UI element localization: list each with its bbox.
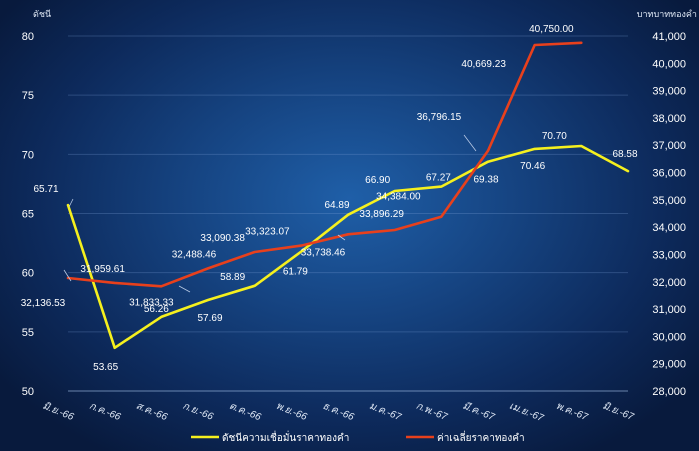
data-label-confidence-index: 57.69 [197,313,222,324]
data-label-average-price: 36,796.15 [417,112,462,123]
legend-label-average-price: ค่าเฉลี่ยราคาทองคำ [437,430,525,444]
leader-line [63,269,72,282]
right-tick-label: 41,000 [652,31,686,43]
left-tick-label: 70 [22,149,34,161]
leader-line [463,134,477,152]
right-tick-label: 29,000 [652,359,686,371]
leader-line [337,234,346,241]
data-label-average-price: 40,750.00 [529,24,574,35]
right-axis-title: บาทบาททองคำ [637,9,697,19]
x-tick-label: ม.ค.-67 [368,401,403,424]
left-axis: 50 55 60 65 70 75 80 [22,31,34,398]
gridlines [68,35,628,392]
data-label-confidence-index: 61.79 [283,266,308,277]
data-label-average-price: 33,323.07 [245,227,290,238]
left-tick-label: 75 [22,90,34,102]
legend: ดัชนีความเชื่อมั่นราคาทองคำ ค่าเฉลี่ยราค… [191,430,525,444]
x-tick-label: มิ.ย.-67 [601,400,636,423]
data-label-average-price: 31,833.33 [129,297,174,308]
right-tick-label: 31,000 [652,304,686,316]
data-label-confidence-index: 67.27 [426,173,451,184]
data-label-average-price: 31,959.61 [80,264,125,275]
right-tick-label: 34,000 [652,222,686,234]
x-tick-label: ก.พ.-67 [414,401,449,424]
x-tick-label: เม.ย.-67 [508,401,546,425]
left-tick-label: 65 [22,209,34,221]
x-tick-label: ธ.ค.-66 [321,401,356,424]
data-label-confidence-index: 68.58 [612,149,637,160]
right-tick-label: 30,000 [652,331,686,343]
right-tick-label: 37,000 [652,140,686,152]
right-tick-label: 36,000 [652,168,686,180]
leader-line [178,285,191,293]
right-tick-label: 35,000 [652,195,686,207]
left-tick-label: 50 [22,386,34,398]
right-tick-label: 38,000 [652,113,686,125]
left-tick-label: 55 [22,327,34,339]
data-label-confidence-index: 53.65 [93,362,118,373]
data-label-confidence-index: 58.89 [220,272,245,283]
x-tick-label: ก.ค.-66 [88,401,123,424]
series-line-average-price [66,41,583,288]
data-label-confidence-index: 56.26 [144,304,169,315]
data-label-confidence-index: 66.90 [365,175,390,186]
data-label-average-price: 33,738.46 [301,247,346,258]
leader-line [68,198,74,208]
data-label-average-price: 40,669.23 [461,59,506,70]
data-label-confidence-index: 70.70 [542,131,567,142]
data-label-average-price: 33,896.29 [359,209,404,220]
data-label-average-price: 34,384.00 [376,192,421,203]
right-tick-label: 32,000 [652,277,686,289]
data-label-average-price: 33,090.38 [200,233,245,244]
left-tick-label: 80 [22,31,34,43]
data-label-confidence-index: 70.46 [520,161,545,172]
x-tick-label: ต.ค.-66 [228,401,263,424]
series-lines [66,41,630,350]
right-tick-label: 40,000 [652,58,686,70]
legend-label-confidence-index: ดัชนีความเชื่อมั่นราคาทองคำ [222,430,349,444]
x-axis: มิ.ย.-66 ก.ค.-66 ส.ค.-66 ก.ย.-66 ต.ค.-66 พ.ย.… [41,390,636,425]
x-tick-label: มี.ค.-67 [461,400,497,424]
data-label-average-price: 32,136.53 [21,298,66,309]
x-tick-label: มิ.ย.-66 [41,400,76,423]
x-tick-label: ส.ค.-66 [134,401,169,424]
right-tick-label: 28,000 [652,386,686,398]
data-labels: 65.71 53.65 56.26 57.69 58.89 61.79 64.89 66.90… [21,24,638,373]
data-label-average-price: 32,488.46 [172,249,217,260]
x-tick-label: พ.ค.-67 [554,401,589,424]
right-tick-label: 33,000 [652,249,686,261]
left-tick-label: 60 [22,268,34,280]
x-tick-label: พ.ย.-66 [274,401,309,424]
data-label-confidence-index: 64.89 [324,200,349,211]
right-axis: 28,000 29,000 30,000 31,000 32,000 33,000 34,0… [652,31,686,398]
data-label-confidence-index: 69.38 [473,175,498,186]
data-label-confidence-index: 65.71 [33,184,58,195]
x-tick-label: ก.ย.-66 [181,401,215,423]
right-tick-label: 39,000 [652,86,686,98]
left-axis-title: ดัชนี [33,9,51,19]
series-line-confidence-index [66,144,630,350]
